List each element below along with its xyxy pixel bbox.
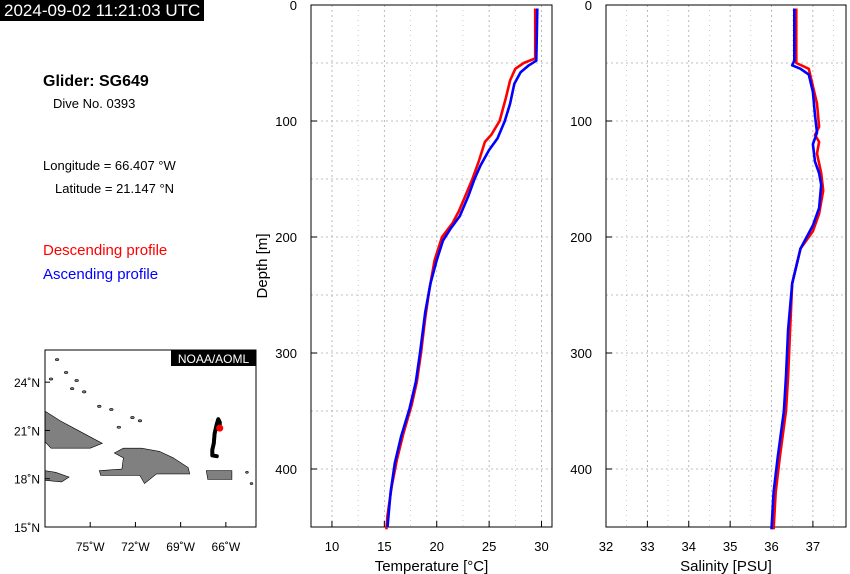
map-lon-label: 66˚W — [212, 540, 241, 554]
y-tick-label: 0 — [290, 0, 297, 13]
x-tick-label: 25 — [482, 539, 496, 554]
ascending-profile-line — [386, 8, 539, 528]
jamaica-landmass — [44, 470, 70, 483]
x-tick-label: 36 — [764, 539, 778, 554]
map-lat-label: 18˚N — [14, 473, 40, 487]
map-lat-label: 21˚N — [14, 424, 40, 438]
island — [137, 419, 143, 423]
ascending-legend: Ascending profile — [43, 266, 159, 283]
island — [63, 371, 69, 374]
x-tick-label: 35 — [723, 539, 737, 554]
longitude-readout: Longitude = 66.407 °W — [43, 158, 176, 173]
plot-frame — [310, 4, 553, 528]
x-tick-label: 10 — [325, 539, 339, 554]
island — [249, 482, 254, 485]
latitude-readout: Latitude = 21.147 °N — [55, 181, 175, 196]
y-tick-label: 0 — [585, 0, 592, 13]
glider-track — [210, 417, 222, 459]
island — [82, 390, 87, 394]
island — [48, 377, 54, 381]
dive-number: Dive No. 0393 — [53, 96, 136, 111]
ascending-profile-line — [770, 8, 823, 530]
map-lon-label: 69˚W — [166, 540, 195, 554]
x-tick-label: 33 — [640, 539, 654, 554]
island — [74, 379, 79, 382]
cuba-landmass — [44, 410, 104, 449]
descending-legend: Descending profile — [43, 242, 168, 259]
hispaniola-landmass — [98, 447, 191, 485]
x-tick-label: 34 — [682, 539, 696, 554]
plot-frame — [605, 4, 847, 528]
x-tick-label: 15 — [377, 539, 391, 554]
glider-name: Glider: SG649 — [43, 73, 149, 90]
x-tick-label: 32 — [599, 539, 613, 554]
island — [70, 387, 75, 391]
y-tick-label: 200 — [570, 230, 592, 245]
map-frame — [44, 349, 257, 528]
map-lon-label: 75˚W — [76, 540, 105, 554]
y-tick-label: 100 — [570, 114, 592, 129]
map-lon-label: 72˚W — [121, 540, 150, 554]
island — [109, 408, 114, 411]
island — [245, 470, 249, 474]
x-tick-label: 37 — [806, 539, 820, 554]
x-tick-label: 30 — [534, 539, 548, 554]
island — [116, 425, 121, 429]
y-tick-label: 400 — [275, 462, 297, 477]
map-badge: NOAA/AOML — [178, 352, 250, 366]
map-badge-bg — [171, 350, 256, 366]
puerto-rico-landmass — [205, 470, 233, 480]
y-tick-label: 300 — [275, 346, 297, 361]
map-lat-label: 24˚N — [14, 376, 40, 390]
x-axis-label: Temperature [°C] — [375, 558, 489, 574]
y-tick-label: 300 — [570, 346, 592, 361]
x-tick-label: 20 — [430, 539, 444, 554]
island — [97, 404, 102, 408]
island — [54, 358, 60, 362]
timestamp: 2024-09-02 11:21:03 UTC — [0, 0, 205, 21]
descending-profile-line — [772, 8, 825, 530]
y-axis-label: Depth [m] — [254, 233, 271, 298]
map-lat-label: 15˚N — [14, 521, 40, 535]
y-tick-label: 200 — [275, 230, 297, 245]
x-axis-label: Salinity [PSU] — [680, 558, 772, 574]
y-tick-label: 400 — [570, 462, 592, 477]
y-tick-label: 100 — [275, 114, 297, 129]
island — [130, 416, 135, 419]
glider-position-marker — [216, 424, 224, 432]
